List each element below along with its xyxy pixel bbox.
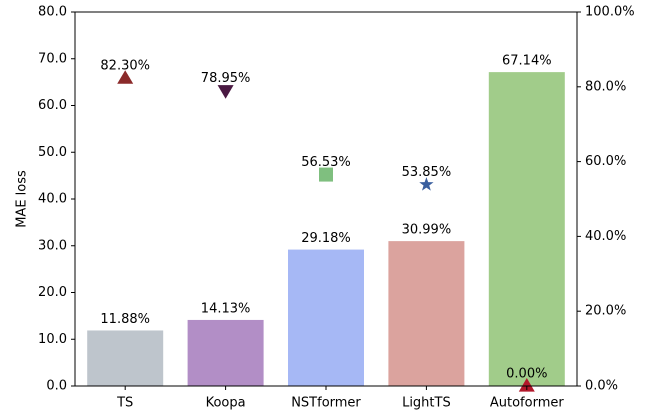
x-tick-label: Koopa: [206, 396, 246, 411]
marker-label: 78.95%: [201, 71, 251, 86]
bar-label: 11.88%: [100, 312, 150, 327]
y2-tick-label: 80.0%: [585, 79, 626, 94]
bar-label: 30.99%: [402, 223, 452, 238]
bar: [288, 249, 364, 386]
y-tick-label: 10.0: [38, 332, 67, 347]
x-tick-label: TS: [116, 396, 133, 411]
y2-tick-label: 100.0%: [585, 5, 635, 20]
bar-label: 29.18%: [301, 231, 351, 246]
y-tick-label: 60.0: [38, 98, 67, 113]
bar: [87, 330, 164, 386]
y2-tick-label: 20.0%: [585, 304, 626, 319]
y2-tick-label: 60.0%: [585, 154, 626, 169]
marker: [518, 378, 535, 392]
y-tick-label: 20.0: [38, 285, 67, 300]
y-tick-label: 50.0: [38, 145, 67, 160]
y-tick-label: 0.0: [46, 379, 67, 394]
y2-tick-label: 0.0%: [585, 379, 618, 394]
marker: [217, 85, 234, 99]
marker: [419, 177, 434, 191]
marker-label: 53.85%: [402, 165, 452, 180]
y-tick-label: 80.0: [38, 5, 67, 20]
x-tick-label: LightTS: [402, 396, 451, 411]
y2-tick-label: 40.0%: [585, 229, 626, 244]
bar-label: 14.13%: [201, 301, 251, 316]
x-tick-label: NSTformer: [291, 396, 361, 411]
marker: [319, 167, 333, 182]
bar: [187, 319, 264, 386]
marker: [117, 70, 134, 84]
marker-label: 0.00%: [506, 367, 547, 382]
x-tick-label: Autoformer: [490, 396, 564, 411]
y-tick-label: 40.0: [38, 192, 67, 207]
marker-label: 56.53%: [301, 155, 351, 170]
y-axis-label: MAE loss: [15, 170, 30, 228]
y-tick-label: 70.0: [38, 51, 67, 66]
bar: [388, 241, 465, 386]
bar: [488, 72, 565, 387]
y-tick-label: 30.0: [38, 238, 67, 253]
marker-label: 82.30%: [100, 59, 150, 74]
bar-label: 67.14%: [502, 54, 552, 69]
